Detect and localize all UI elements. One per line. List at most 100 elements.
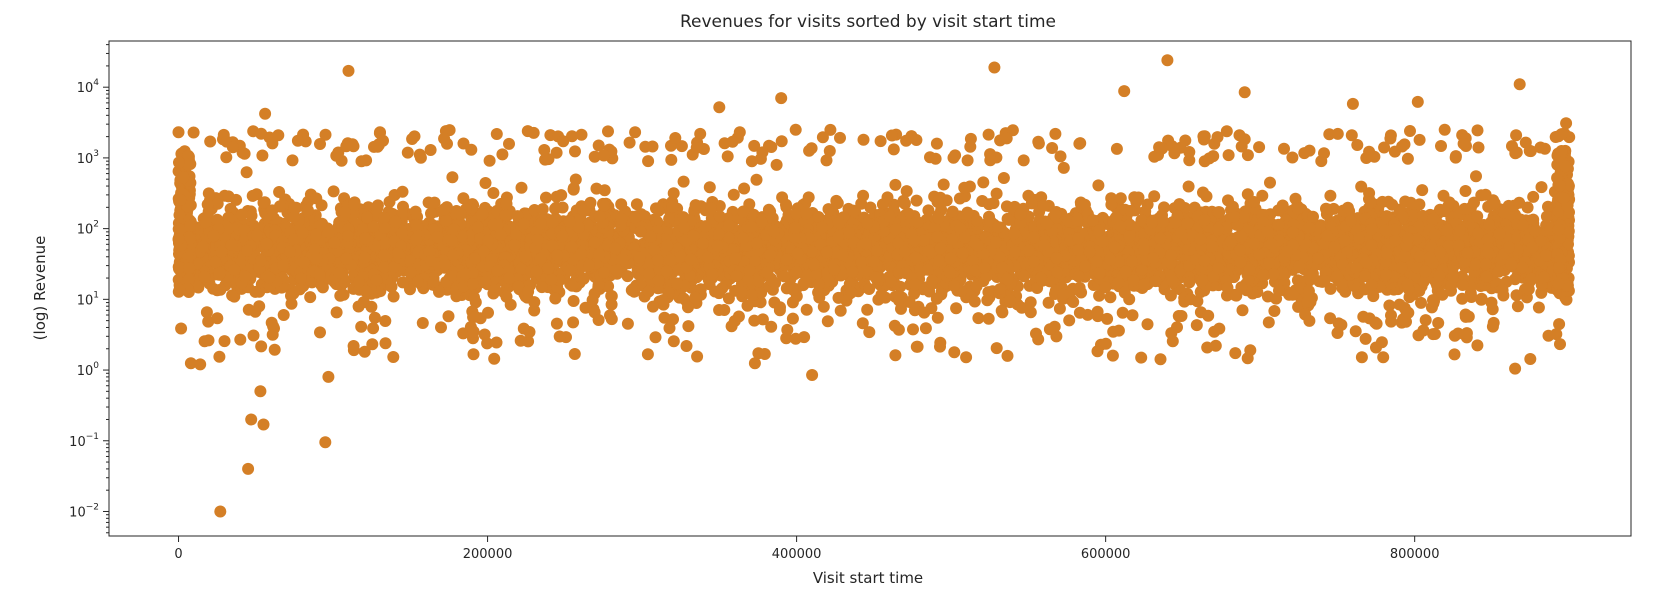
data-point [961,206,974,219]
data-point [1396,211,1409,223]
data-point [528,296,541,309]
data-point [1496,284,1509,297]
data-point [713,287,725,300]
data-point [1292,300,1305,313]
data-point [515,181,528,194]
data-point [446,171,459,184]
data-point [1200,190,1213,203]
data-point [689,199,702,212]
data-point [368,311,381,324]
data-point [1475,293,1488,306]
data-point [663,212,676,225]
data-point [1236,304,1249,317]
data-point [1273,284,1285,297]
data-point [277,309,290,321]
data-point [1263,256,1276,269]
data-point [222,190,235,203]
data-point [1459,185,1472,197]
data-point [735,286,748,299]
data-point [881,191,894,204]
data-point [1479,258,1492,271]
data-point [930,292,943,305]
data-point [1307,210,1319,223]
data-point [1116,306,1129,319]
data-point [383,195,396,208]
data-point [1470,170,1482,183]
data-point [1367,290,1380,303]
data-point [849,206,862,219]
data-point [830,194,843,207]
data-point [339,206,352,218]
data-point [1114,192,1127,205]
data-point [238,224,251,237]
data-point [770,158,783,171]
data-point [310,192,323,205]
data-point [535,281,548,294]
data-point [817,300,830,313]
data-point [1067,296,1080,308]
data-point [1024,296,1037,309]
data-point [1359,270,1371,283]
data-point [900,185,913,198]
data-point [1443,196,1456,209]
data-point [1468,196,1480,209]
data-point [786,296,799,309]
data-point [1416,209,1429,222]
data-point [577,272,590,285]
chart-title: Revenues for visits sorted by visit star… [680,12,1056,32]
points-layer [172,54,1576,518]
data-point [1320,202,1332,215]
data-point [540,191,552,204]
data-point [997,172,1010,184]
data-point [211,197,224,210]
data-point [1092,179,1105,192]
data-point [990,187,1003,200]
data-point [327,185,340,198]
data-point [723,219,735,232]
data-point [604,309,616,322]
data-point [1182,180,1195,193]
data-point [1432,317,1445,329]
data-point [931,195,944,208]
data-point [602,280,615,293]
data-point [1415,296,1427,309]
data-point [968,295,981,308]
data-point [442,310,455,323]
data-point [800,303,813,316]
data-point [352,300,365,313]
data-point [425,207,437,220]
data-point [677,211,690,224]
data-point [1419,314,1432,327]
data-point [1383,299,1396,312]
data-point [958,181,971,194]
data-point [741,299,754,312]
data-point [440,214,452,227]
data-point [1015,301,1028,314]
data-point [745,289,758,301]
data-point [1480,270,1493,283]
data-point [1465,291,1478,303]
data-point [970,280,983,293]
data-point [1212,223,1225,236]
data-point [438,203,451,216]
data-point [605,290,618,303]
data-point [922,204,935,217]
data-point [590,182,603,195]
data-point [1324,282,1337,295]
data-point [435,321,447,334]
data-point [1104,291,1117,304]
data-point [1057,161,1070,174]
data-point [861,265,874,277]
data-point [1525,272,1538,285]
data-point [1264,176,1276,189]
data-point [246,189,259,202]
data-point [677,175,690,188]
data-point [750,173,763,186]
data-point [209,256,222,269]
data-point [567,295,580,307]
data-point [642,259,655,272]
data-point [249,285,262,298]
data-point [898,197,911,210]
